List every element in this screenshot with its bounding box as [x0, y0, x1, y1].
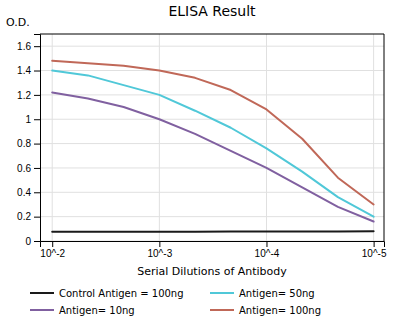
tick-label: 10^-4: [255, 248, 280, 259]
tick-mark: [34, 119, 40, 120]
grid-line: [40, 70, 384, 71]
tick-mark: [34, 192, 40, 193]
tick-label: 1: [25, 114, 31, 125]
y-tick: 1: [25, 114, 40, 125]
x-axis-title: Serial Dilutions of Antibody: [137, 265, 287, 278]
tick-mark: [52, 241, 53, 247]
tick-mark: [34, 168, 40, 169]
tick-label: 1.4: [17, 65, 31, 76]
tick-label: 1.2: [17, 90, 31, 101]
legend-swatch: [30, 309, 54, 311]
y-tick: 0.4: [17, 187, 40, 198]
grid-line: [40, 167, 384, 168]
tick-label: 10^-2: [40, 248, 65, 259]
legend-swatch: [30, 292, 54, 294]
tick-label: 0.4: [17, 187, 31, 198]
grid-line: [373, 34, 374, 241]
tick-label: 0.2: [17, 211, 31, 222]
y-axis-title: O.D.: [6, 16, 30, 29]
legend-item: Antigen= 10ng: [30, 305, 135, 316]
tick-mark: [34, 95, 40, 96]
series-line: [52, 230, 373, 233]
series-line: [52, 71, 373, 217]
tick-label: 0.6: [17, 163, 31, 174]
grid-line: [52, 34, 53, 241]
y-tick: 0.6: [17, 163, 40, 174]
x-tick: 10^-5: [362, 241, 387, 259]
tick-mark: [374, 241, 375, 247]
tick-mark: [159, 241, 160, 247]
legend-label: Antigen= 50ng: [239, 288, 315, 299]
y-tick: 1.4: [17, 65, 40, 76]
axis-line: [34, 35, 41, 242]
grid: [40, 34, 384, 241]
legend: Control Antigen = 100ng Antigen= 10ng Anti…: [30, 288, 321, 316]
y-tick: 0.8: [17, 138, 40, 149]
legend-swatch: [210, 292, 234, 294]
x-axis: 10^-2 10^-3 10^-4 10^-5: [40, 241, 387, 259]
legend-label: Control Antigen = 100ng: [59, 288, 184, 299]
chart: 10^-2 10^-3 10^-4 10^-5 0 0.2 0.4 0.6 0.8 1 1.2 1.4…: [0, 0, 400, 333]
tick-label: 10^-5: [362, 248, 387, 259]
y-tick: 0.2: [17, 211, 40, 222]
grid-line: [40, 94, 384, 95]
tick-mark: [34, 217, 40, 218]
legend-item: Control Antigen = 100ng: [30, 288, 184, 299]
tick-mark: [34, 144, 40, 145]
legend-item: Antigen= 50ng: [210, 288, 315, 299]
lines: [52, 61, 373, 232]
tick-label: 0: [25, 236, 31, 247]
title: ELISA Result: [168, 3, 256, 19]
y-tick: 1.6: [17, 41, 40, 52]
legend-item: Antigen= 100ng: [210, 305, 321, 316]
tick-mark: [34, 71, 40, 72]
y-tick: 0: [25, 236, 40, 247]
x-tick: 10^-4: [255, 241, 280, 259]
y-tick: 1.2: [17, 90, 40, 101]
tick-label: 10^-3: [147, 248, 172, 259]
frame: [40, 34, 384, 35]
plot: 10^-2 10^-3 10^-4 10^-5 0 0.2 0.4 0.6 0.8 1 1.2 1.4…: [17, 34, 387, 259]
legend-swatch: [210, 309, 234, 311]
grid-line: [159, 34, 160, 241]
axis-line: [41, 242, 385, 248]
frame: [384, 34, 385, 241]
grid-line: [266, 34, 267, 241]
legend-label: Antigen= 10ng: [59, 305, 135, 316]
grid-line: [40, 46, 384, 47]
tick-label: 0.8: [17, 138, 31, 149]
tick-mark: [266, 241, 267, 247]
tick-mark: [34, 46, 40, 47]
x-tick: 10^-2: [40, 241, 65, 259]
legend-label: Antigen= 100ng: [239, 305, 321, 316]
series-line: [52, 61, 373, 205]
grid-line: [40, 216, 384, 217]
grid-line: [40, 143, 384, 144]
y-axis: 0 0.2 0.4 0.6 0.8 1 1.2 1.4 1.6: [17, 35, 40, 247]
x-tick: 10^-3: [147, 241, 172, 259]
tick-label: 1.6: [17, 41, 31, 52]
series-line: [52, 92, 373, 221]
tick-mark: [34, 241, 40, 242]
